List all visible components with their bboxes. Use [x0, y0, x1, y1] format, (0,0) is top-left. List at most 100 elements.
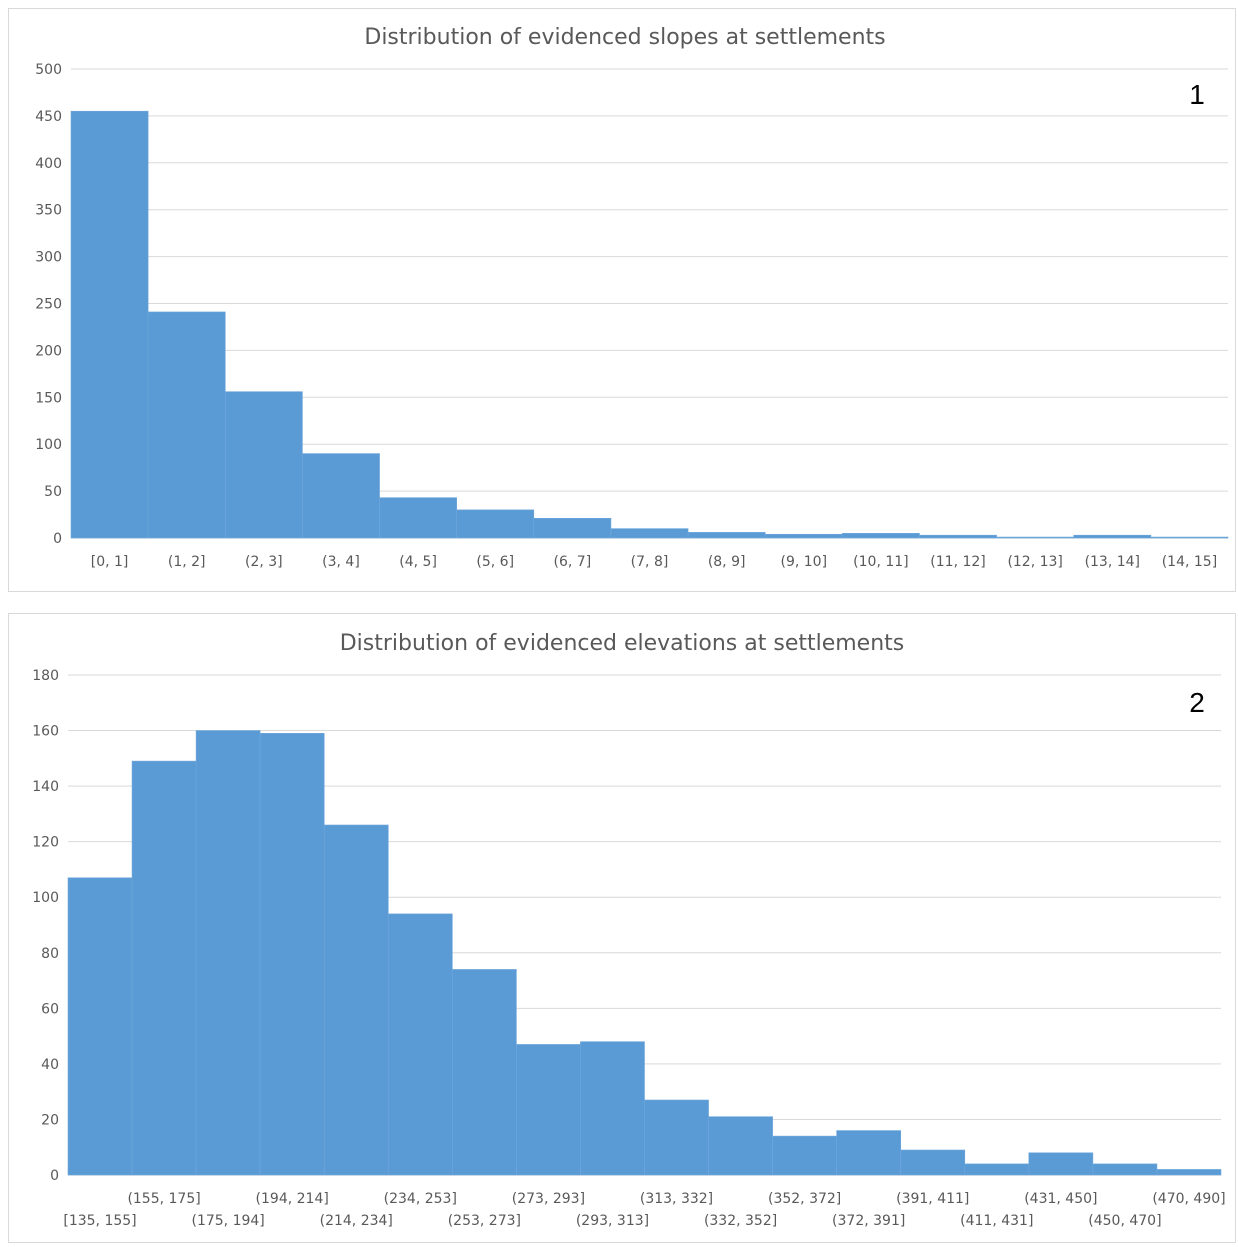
bar	[836, 1130, 902, 1176]
bar	[1028, 1152, 1094, 1176]
bar	[964, 1163, 1030, 1176]
bars	[70, 110, 1229, 539]
y-tick-label: 450	[35, 109, 62, 125]
x-tick-label: (391, 411]	[896, 1191, 969, 1207]
y-tick-label: 350	[35, 203, 62, 219]
chart-title: Distribution of evidenced slopes at sett…	[364, 25, 885, 50]
x-tick-label: (8, 9]	[708, 554, 746, 570]
x-tick-label: (5, 6]	[476, 554, 514, 570]
bar	[772, 1135, 837, 1176]
y-tick-label: 300	[35, 250, 62, 266]
slopes-chart: Distribution of evidenced slopes at sett…	[35, 25, 1229, 570]
x-tick-label: (470, 490]	[1152, 1191, 1225, 1207]
panel-number: 2	[1189, 687, 1205, 718]
bar	[1092, 1163, 1158, 1176]
x-tick-label: (332, 352]	[704, 1213, 777, 1229]
bar	[131, 760, 197, 1176]
bar	[900, 1149, 966, 1176]
x-tick-label: (234, 253]	[384, 1191, 457, 1207]
y-tick-label: 160	[32, 724, 59, 740]
x-tick-label: (431, 450]	[1024, 1191, 1097, 1207]
x-tick-label: (12, 13]	[1007, 554, 1062, 570]
y-tick-label: 40	[41, 1057, 59, 1073]
y-tick-label: 50	[44, 484, 62, 500]
x-tick-label: (372, 391]	[832, 1213, 905, 1229]
bar	[919, 534, 997, 539]
y-tick-label: 60	[41, 1001, 59, 1017]
x-tick-label: (450, 470]	[1088, 1213, 1161, 1229]
x-tick-label: (253, 273]	[448, 1213, 521, 1229]
bar	[224, 391, 303, 539]
bar	[644, 1099, 709, 1176]
y-tick-label: 150	[35, 390, 62, 406]
bar	[456, 509, 535, 539]
panel-number: 1	[1189, 79, 1205, 110]
x-axis-ticks: [135, 155] (155, 175] (175, 194] (194, 214]…	[63, 1191, 1225, 1229]
y-tick-label: 180	[32, 668, 59, 684]
bar	[842, 533, 920, 539]
bar	[452, 969, 517, 1176]
bar	[687, 532, 766, 539]
x-tick-label: [0, 1]	[91, 554, 129, 570]
x-tick-label: (2, 3]	[245, 554, 283, 570]
y-axis-ticks: 0 50 100 150 200 250 300 350 400 450 500	[35, 62, 62, 547]
bar	[1073, 534, 1152, 539]
bars	[67, 730, 1222, 1176]
y-tick-label: 250	[35, 297, 62, 313]
bar	[580, 1041, 645, 1176]
x-tick-label: (411, 431]	[960, 1213, 1033, 1229]
x-tick-label: (194, 214]	[256, 1191, 329, 1207]
bar	[708, 1116, 773, 1176]
bar	[147, 311, 226, 539]
x-tick-label: (293, 313]	[576, 1213, 649, 1229]
y-tick-label: 100	[32, 890, 59, 906]
y-tick-label: 120	[32, 835, 59, 851]
x-tick-label: (3, 4]	[322, 554, 360, 570]
bar	[67, 877, 133, 1176]
bar	[302, 453, 380, 539]
x-tick-label: (155, 175]	[127, 1191, 200, 1207]
y-tick-label: 100	[35, 437, 62, 453]
elevations-chart-panel: Distribution of evidenced elevations at …	[8, 613, 1236, 1243]
bar	[70, 110, 149, 539]
x-tick-label: (4, 5]	[399, 554, 437, 570]
bar	[610, 528, 689, 539]
x-axis-ticks: [0, 1] (1, 2] (2, 3] (3, 4] (4, 5] (5, 6] (6, …	[91, 554, 1217, 570]
x-tick-label: (313, 332]	[640, 1191, 713, 1207]
x-tick-label: (14, 15]	[1162, 554, 1217, 570]
x-tick-label: (6, 7]	[554, 554, 592, 570]
x-tick-label: (9, 10]	[780, 554, 827, 570]
x-tick-label: (11, 12]	[930, 554, 985, 570]
y-axis-ticks: 0 20 40 60 80 100 120 140 160 180	[32, 668, 59, 1184]
y-tick-label: 0	[50, 1168, 59, 1184]
slopes-chart-panel: Distribution of evidenced slopes at sett…	[8, 8, 1236, 592]
bar	[195, 730, 261, 1176]
bar	[323, 824, 389, 1176]
bar	[533, 518, 612, 539]
x-tick-label: (7, 8]	[631, 554, 669, 570]
y-tick-label: 400	[35, 156, 62, 172]
y-tick-label: 200	[35, 343, 62, 359]
y-tick-label: 500	[35, 62, 62, 78]
bar	[259, 733, 325, 1176]
bar	[516, 1044, 581, 1176]
y-tick-label: 80	[41, 946, 59, 962]
x-tick-label: (13, 14]	[1085, 554, 1140, 570]
x-tick-label: [135, 155]	[63, 1213, 136, 1229]
bar	[387, 913, 453, 1176]
x-tick-label: (175, 194]	[191, 1213, 264, 1229]
x-tick-label: (214, 234]	[320, 1213, 393, 1229]
bar	[1156, 1169, 1222, 1176]
bar	[379, 497, 457, 539]
x-tick-label: (1, 2]	[168, 554, 206, 570]
chart-title: Distribution of evidenced elevations at …	[340, 631, 905, 656]
x-tick-label: (10, 11]	[853, 554, 908, 570]
y-tick-label: 0	[53, 531, 62, 547]
bar	[996, 536, 1075, 539]
x-tick-label: (352, 372]	[768, 1191, 841, 1207]
y-tick-label: 140	[32, 779, 59, 795]
bar	[1150, 536, 1229, 539]
bar	[764, 533, 843, 539]
elevations-chart: Distribution of evidenced elevations at …	[32, 631, 1225, 1229]
y-tick-label: 20	[41, 1112, 59, 1128]
